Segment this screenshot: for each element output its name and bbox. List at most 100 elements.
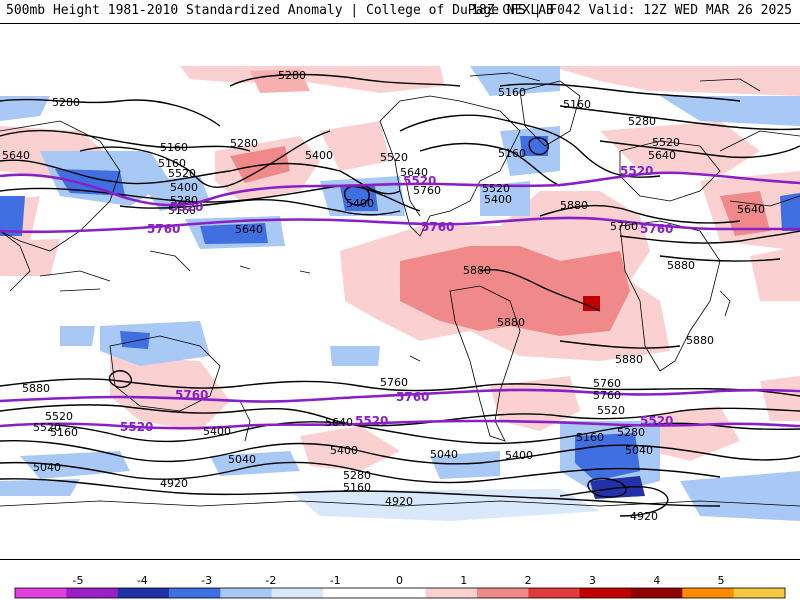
contour-label: 5760 (593, 389, 621, 402)
reference-label: 5520 (355, 414, 388, 428)
reference-labels: 5520 5520 5520 5760 5760 5760 5760 5760 … (120, 164, 673, 434)
colorbar-tick-label: -5 (73, 574, 84, 587)
reference-label: 5520 (170, 200, 203, 214)
contour-label: 5280 (617, 426, 645, 439)
contour-label: 5040 (33, 461, 61, 474)
anomaly-colorbar: -5 -4 -3 -2 -1 0 1 2 3 4 5 (0, 572, 800, 600)
contour-label: 5280 (628, 115, 656, 128)
contour-label: 5760 (610, 220, 638, 233)
contour-label: 4920 (385, 495, 413, 508)
colorbar-tick-label: 3 (589, 574, 596, 587)
contour-label: 5160 (50, 426, 78, 439)
colorbar-swatch (425, 588, 478, 598)
colorbar-tick-label: 2 (525, 574, 532, 587)
colorbar-tick-label: -2 (265, 574, 276, 587)
contour-label: 5880 (463, 264, 491, 277)
reference-contours (0, 171, 800, 430)
contour-label: 5400 (346, 197, 374, 210)
colorbar-swatch (477, 588, 529, 598)
colorbar-tick-label: -3 (201, 574, 212, 587)
contour-label: 5760 (593, 377, 621, 390)
colorbar-tick-label: 5 (718, 574, 725, 587)
contour-label: 5040 (228, 453, 256, 466)
contour-label: 5640 (2, 149, 30, 162)
height-contours (0, 73, 800, 517)
contour-label: 5880 (615, 353, 643, 366)
contour-label: 5520 (652, 136, 680, 149)
contour-label: 5160 (576, 431, 604, 444)
model-run-info: 18Z GFS | F042 Valid: 12Z WED MAR 26 202… (471, 3, 792, 18)
colorbar-swatch (220, 588, 273, 598)
contour-label: 5160 (343, 481, 371, 494)
contour-label: 5400 (330, 444, 358, 457)
positive-anomaly-shading (0, 66, 800, 471)
map-title: 500mb Height 1981-2010 Standardized Anom… (6, 3, 554, 18)
reference-label: 5520 (620, 164, 653, 178)
contour-label: 5280 (170, 194, 198, 207)
contour-label: 5640 (235, 223, 263, 236)
reference-label: 5520 (640, 414, 673, 428)
contour-label: 5160 (498, 147, 526, 160)
colorbar-swatch (271, 588, 324, 598)
contour-label: 5640 (400, 166, 428, 179)
colorbar-tick-label: -4 (137, 574, 148, 587)
colorbar-tick-label: 1 (460, 574, 467, 587)
contour-label: 5880 (560, 199, 588, 212)
colorbar-swatch (528, 588, 581, 598)
colorbar-swatch (579, 588, 632, 598)
colorbar-swatch (169, 588, 221, 598)
contour-label: 5040 (430, 448, 458, 461)
contour-label: 5760 (380, 376, 408, 389)
colorbar-swatch (733, 588, 786, 598)
colorbar-swatch (66, 588, 119, 598)
colorbar-swatch (15, 588, 67, 598)
contour-label: 5400 (170, 181, 198, 194)
contour-label: 5400 (305, 149, 333, 162)
contour-label: 5400 (203, 425, 231, 438)
contour-label: 5040 (625, 444, 653, 457)
contour-label: 5160 (160, 141, 188, 154)
colorbar-swatch (682, 588, 735, 598)
contour-label: 5160 (158, 157, 186, 170)
contour-label: 5400 (505, 449, 533, 462)
contour-label: 5160 (498, 86, 526, 99)
reference-label: 5760 (147, 222, 180, 236)
contour-label: 5280 (230, 137, 258, 150)
contour-label: 5640 (648, 149, 676, 162)
contour-label: 5880 (497, 316, 525, 329)
colorbar-swatch (631, 588, 683, 598)
colorbar-tick-label: -1 (330, 574, 341, 587)
reference-label: 5760 (396, 390, 429, 404)
contour-label: 5520 (482, 182, 510, 195)
reference-label: 5520 (403, 174, 436, 188)
colorbar-swatch (117, 588, 170, 598)
contour-label: 5280 (52, 96, 80, 109)
reference-label: 5760 (175, 388, 208, 402)
colorbar-swatch (323, 588, 375, 598)
contour-label: 4920 (160, 477, 188, 490)
contour-label: 5880 (686, 334, 714, 347)
contour-label: 5280 (278, 69, 306, 82)
contour-label: 5520 (168, 167, 196, 180)
contour-label: 5880 (667, 259, 695, 272)
contour-label: 5520 (33, 421, 61, 434)
contour-label: 5520 (597, 404, 625, 417)
colorbar-swatch (374, 588, 427, 598)
contour-label: 4920 (630, 510, 658, 523)
colorbar-tick-label: 0 (396, 574, 403, 587)
anomaly-map: 5280 5280 5160 5160 5280 5160 5280 5160 … (0, 23, 800, 560)
contour-label: 5640 (325, 416, 353, 429)
contour-label: 5520 (380, 151, 408, 164)
reference-label: 5760 (421, 220, 454, 234)
contour-label: 5280 (343, 469, 371, 482)
contour-label: 5160 (563, 98, 591, 111)
reference-label: 5760 (640, 222, 673, 236)
reference-label: 5520 (120, 420, 153, 434)
contour-label: 5520 (45, 410, 73, 423)
contour-label: 5160 (168, 204, 196, 217)
contour-label: 5880 (22, 382, 50, 395)
colorbar-tick-label: 4 (653, 574, 660, 587)
contour-label: 5760 (413, 184, 441, 197)
contour-label: 5640 (737, 203, 765, 216)
height-labels: 5280 5280 5160 5160 5280 5160 5280 5160 … (2, 69, 765, 523)
